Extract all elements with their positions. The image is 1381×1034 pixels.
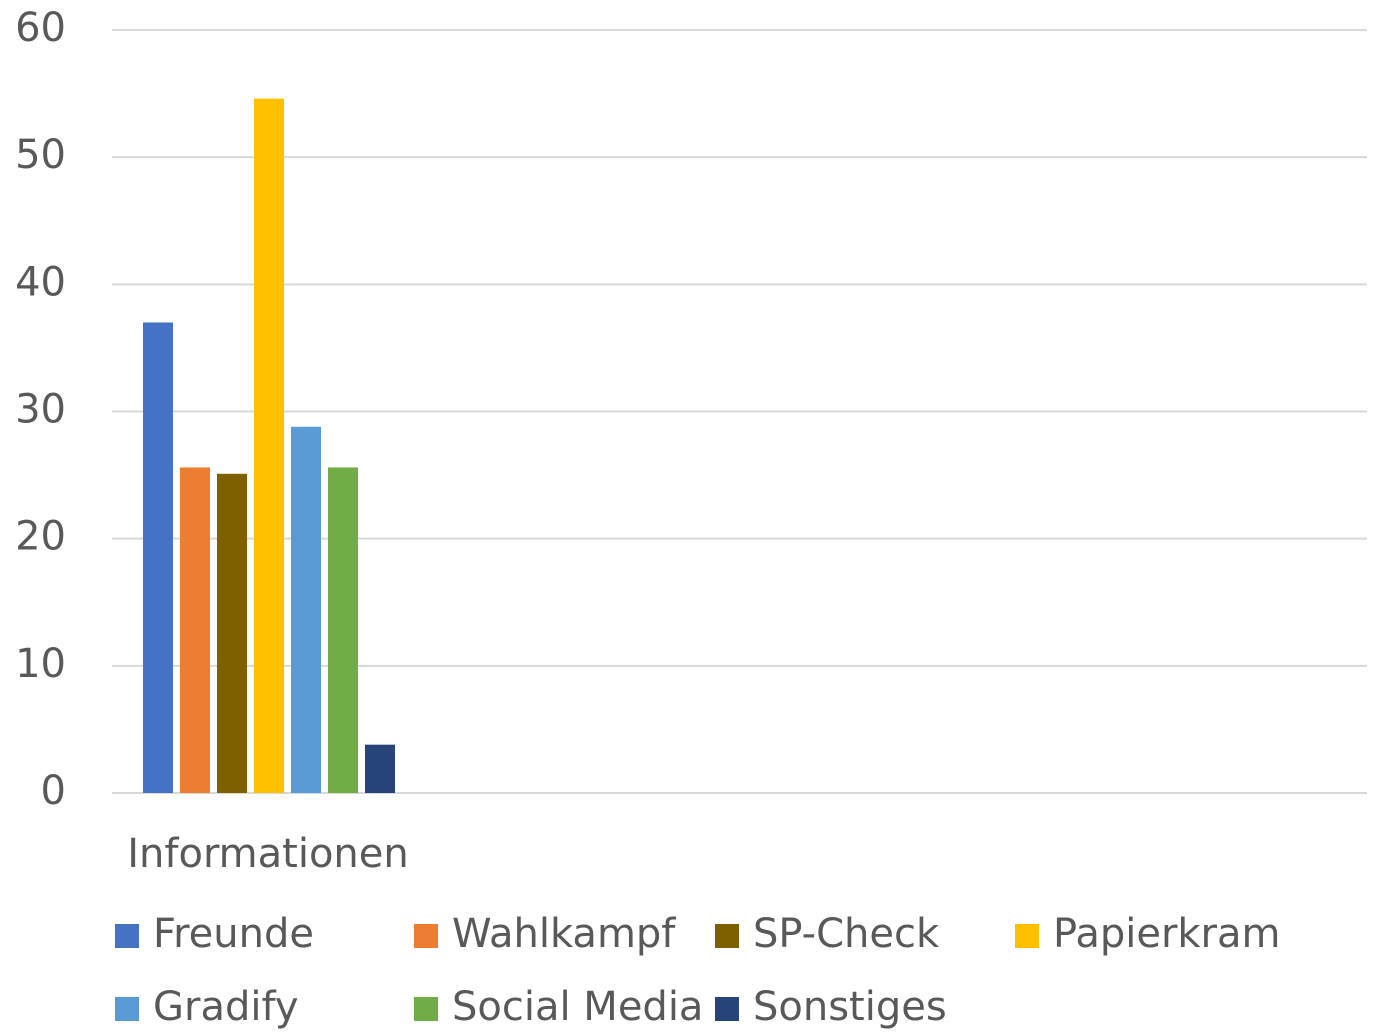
bar (254, 98, 284, 794)
bar (291, 426, 321, 793)
legend-swatch (715, 924, 739, 948)
y-tick-label: 60 (15, 5, 66, 51)
y-tick-label: 50 (15, 132, 66, 178)
legend-label: Sonstiges (753, 984, 947, 1030)
y-tick-label: 10 (15, 641, 66, 687)
x-tick-label: Informationen (127, 831, 409, 877)
legend-label: SP-Check (753, 911, 940, 957)
bar (143, 322, 173, 793)
legend-label: Social Media (452, 984, 703, 1030)
y-tick-label: 30 (15, 387, 66, 433)
legend-swatch (1015, 924, 1039, 948)
legend-label: Freunde (153, 911, 314, 957)
y-tick-label: 0 (41, 768, 66, 814)
bar (328, 467, 358, 793)
y-tick-label: 40 (15, 259, 66, 305)
legend-label: Wahlkampf (452, 911, 676, 957)
bar (217, 473, 247, 793)
y-tick-label: 20 (15, 514, 66, 560)
legend-swatch (115, 997, 139, 1021)
legend-swatch (715, 997, 739, 1021)
legend-swatch (115, 924, 139, 948)
legend-label: Papierkram (1053, 911, 1280, 957)
bar (180, 467, 210, 793)
legend-swatch (414, 997, 438, 1021)
legend-label: Gradify (153, 984, 299, 1030)
legend-swatch (414, 924, 438, 948)
bar (365, 744, 395, 793)
